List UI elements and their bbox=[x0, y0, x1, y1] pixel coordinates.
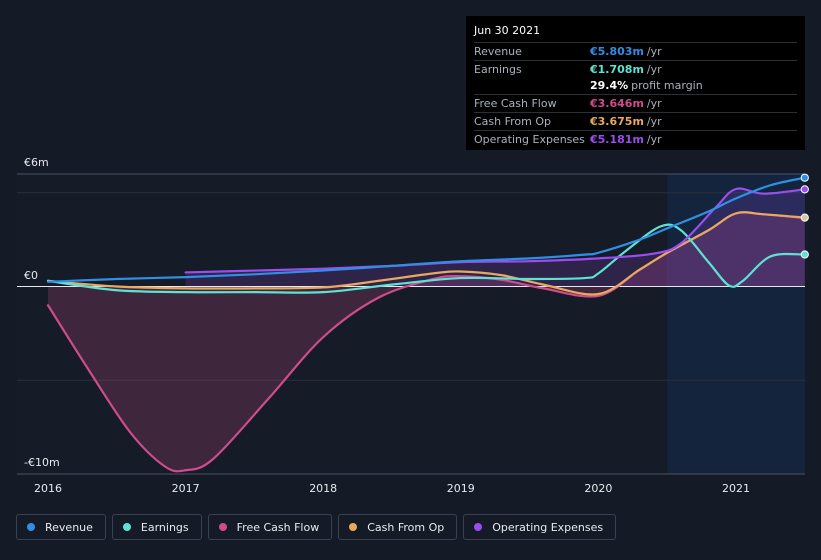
tooltip-row: Revenue €5.803m/yr bbox=[474, 42, 797, 60]
x-tick-label: 2016 bbox=[34, 482, 62, 495]
legend-dot-icon bbox=[218, 523, 227, 531]
end-marker bbox=[800, 173, 809, 182]
tooltip-label: Cash From Op bbox=[474, 115, 552, 129]
series-line-cash-from-op bbox=[46, 211, 806, 296]
legend: Revenue Earnings Free Cash Flow Cash From O… bbox=[16, 514, 617, 540]
tooltip-row: Cash From Op €3.675m/yr bbox=[474, 112, 797, 130]
series-line-earnings bbox=[46, 223, 806, 294]
tooltip-date: Jun 30 2021 bbox=[474, 24, 541, 37]
legend-label: Revenue bbox=[45, 520, 93, 534]
tooltip-row: Operating Expenses €5.181m/yr bbox=[474, 129, 797, 148]
legend-dot-icon bbox=[349, 523, 358, 531]
y-tick-label: €6m bbox=[24, 156, 49, 169]
legend-item-operating-expenses[interactable]: Operating Expenses bbox=[463, 514, 617, 540]
series-area-free-cash-flow bbox=[48, 212, 805, 472]
legend-item-free-cash-flow[interactable]: Free Cash Flow bbox=[207, 514, 333, 540]
end-marker bbox=[800, 185, 809, 194]
tooltip-value: €1.708m bbox=[590, 62, 644, 76]
tooltip-value: €5.181m bbox=[590, 132, 644, 146]
end-marker bbox=[800, 250, 809, 259]
series-line-operating-expenses bbox=[184, 187, 806, 274]
tooltip-label: Revenue bbox=[474, 44, 522, 58]
tooltip-unit: profit margin bbox=[631, 79, 703, 93]
tooltip-value: €3.675m bbox=[590, 115, 644, 129]
tooltip-value: 29.4% bbox=[590, 79, 629, 93]
end-marker bbox=[800, 213, 809, 222]
tooltip-row: Earnings €1.708m/yr bbox=[474, 59, 797, 78]
legend-label: Free Cash Flow bbox=[236, 520, 320, 534]
tooltip-value: €5.803m bbox=[590, 44, 644, 58]
x-tick-label: 2017 bbox=[172, 482, 200, 495]
legend-label: Cash From Op bbox=[367, 520, 445, 534]
tooltip-unit: /yr bbox=[646, 44, 662, 58]
legend-item-earnings[interactable]: Earnings bbox=[111, 514, 202, 540]
tooltip-unit: /yr bbox=[646, 132, 662, 146]
legend-label: Earnings bbox=[140, 520, 189, 534]
highlight-region bbox=[667, 174, 805, 474]
tooltip-label: Operating Expenses bbox=[474, 132, 585, 146]
x-tick-label: 2018 bbox=[309, 482, 337, 495]
y-tick-label: -€10m bbox=[24, 456, 60, 469]
chart: €6m €0 -€10m 2016 2017 2018 2019 2020 2021 bbox=[17, 156, 809, 495]
series-line-revenue bbox=[46, 176, 806, 283]
legend-label: Operating Expenses bbox=[492, 520, 604, 534]
legend-item-revenue[interactable]: Revenue bbox=[16, 514, 106, 540]
tooltip-unit: /yr bbox=[646, 115, 662, 129]
x-tick-label: 2019 bbox=[447, 482, 475, 495]
legend-dot-icon bbox=[122, 523, 131, 531]
tooltip-row: Free Cash Flow €3.646m/yr bbox=[474, 94, 797, 112]
x-tick-label: 2020 bbox=[584, 482, 612, 495]
tooltip: Jun 30 2021 Revenue €5.803m/yr Earnings €1.… bbox=[466, 16, 805, 150]
tooltip-value: €3.646m bbox=[590, 97, 644, 111]
legend-dot-icon bbox=[474, 523, 483, 531]
tooltip-row: 29.4% profit margin bbox=[474, 78, 797, 95]
legend-dot-icon bbox=[27, 523, 35, 531]
tooltip-unit: /yr bbox=[646, 62, 662, 76]
legend-item-cash-from-op[interactable]: Cash From Op bbox=[338, 514, 458, 540]
tooltip-label: Free Cash Flow bbox=[474, 97, 557, 111]
tooltip-label: Earnings bbox=[474, 62, 522, 76]
x-tick-label: 2021 bbox=[722, 482, 750, 495]
tooltip-unit: /yr bbox=[646, 97, 662, 111]
y-tick-label: €0 bbox=[24, 269, 38, 282]
